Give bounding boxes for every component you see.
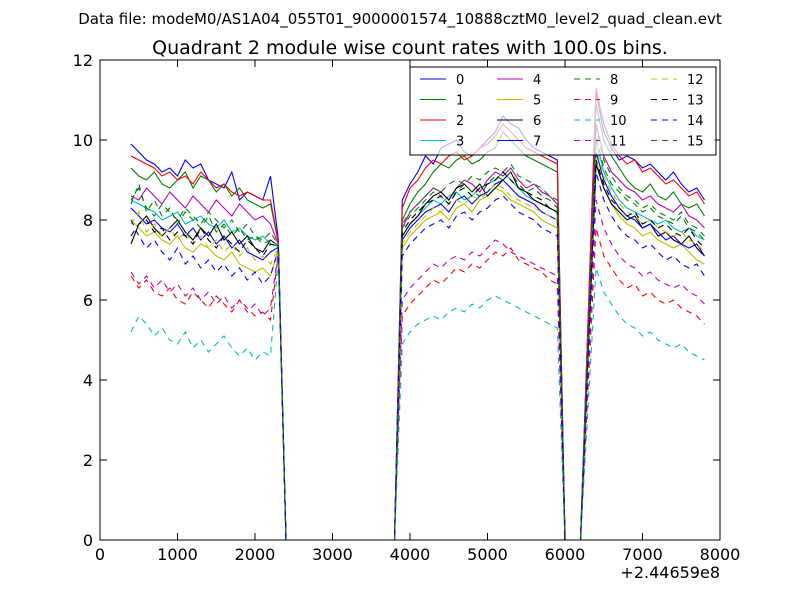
series-line-10 [130,257,705,540]
legend-label-12: 12 [687,73,704,88]
legend-label-4: 4 [533,73,541,88]
legend-label-13: 13 [687,94,704,109]
x-tick-label: 1000 [157,545,198,564]
series-line-6 [130,163,705,540]
series-line-13 [130,159,705,540]
legend-label-1: 1 [456,94,464,109]
y-tick-label: 12 [73,51,93,70]
x-tick-label: 2000 [235,545,276,564]
series-line-15 [130,127,705,540]
series-line-3 [130,139,705,540]
plot-area: 0 1000 2000 3000 4000 5000 6000 7000 80000246810… [73,51,741,564]
series-line-0 [130,91,705,540]
legend-label-0: 0 [456,73,464,88]
series-line-1 [130,103,705,540]
series-line-7 [130,151,705,540]
legend-label-3: 3 [456,135,464,150]
legend-label-7: 7 [533,135,541,150]
legend-label-5: 5 [533,94,541,109]
legend-label-8: 8 [610,73,618,88]
legend-label-10: 10 [610,114,627,129]
chart-suptitle: Data file: modeM0/AS1A04_055T01_90000015… [78,10,722,29]
series-line-9 [130,227,705,540]
legend-label-15: 15 [687,135,704,150]
series-line-5 [130,159,705,540]
series-line-12 [130,147,705,540]
x-tick-label: 5000 [467,545,508,564]
legend-label-6: 6 [533,114,541,129]
y-tick-label: 6 [83,291,93,310]
x-tick-label: 8000 [700,545,741,564]
y-tick-label: 2 [83,451,93,470]
x-tick-label: 3000 [312,545,353,564]
y-tick-label: 10 [73,131,93,150]
legend-label-9: 9 [610,94,618,109]
series-line-8 [130,135,705,540]
legend-label-11: 11 [610,135,627,150]
x-tick-label: 4000 [390,545,431,564]
y-tick-label: 0 [83,531,93,550]
series-line-2 [130,87,705,540]
legend-label-14: 14 [687,114,704,129]
series-line-11 [130,199,705,540]
x-offset-label: +2.44659e8 [620,563,720,582]
y-tick-label: 8 [83,211,93,230]
x-tick-label: 6000 [545,545,586,564]
x-tick-label: 0 [95,545,105,564]
series-lines [130,87,705,540]
legend-label-2: 2 [456,114,464,129]
y-tick-label: 4 [83,371,93,390]
series-line-14 [130,171,705,540]
chart-title: Quadrant 2 module wise count rates with … [152,37,668,59]
x-tick-label: 7000 [622,545,663,564]
series-line-4 [130,123,705,540]
